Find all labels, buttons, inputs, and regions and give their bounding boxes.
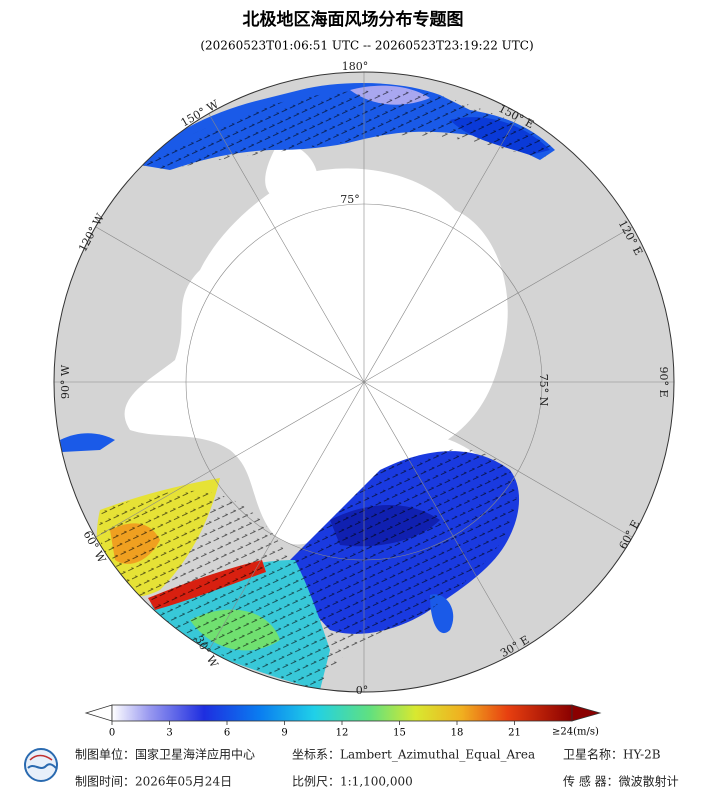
- lon-label: 180°: [342, 60, 369, 73]
- footer-satellite: 卫星名称：HY-2B: [563, 747, 661, 762]
- wind-vectors: [140, 90, 555, 170]
- subtitle: (20260523T01:06:51 UTC -- 20260523T23:19…: [200, 39, 533, 53]
- logo: [24, 748, 58, 782]
- sea-ice: [265, 140, 318, 201]
- footer-scale: 比例尺：1:1,100,000: [292, 775, 413, 789]
- lon-label: 90° W: [59, 364, 72, 399]
- colorbar-max-label: ≥24(m/s): [552, 727, 599, 738]
- lat-label: 75° N: [537, 374, 550, 407]
- colorbar-ramp: [111, 704, 573, 722]
- colorbar-tick-label: 21: [508, 728, 521, 739]
- colorbar-tick-label: 12: [336, 728, 349, 739]
- footer-sensor: 传 感 器：微波散射计: [563, 774, 679, 789]
- graticule: [54, 72, 674, 692]
- lon-label: 90° E: [657, 366, 670, 397]
- map-body: [54, 72, 674, 692]
- footer-projection: 坐标系：Lambert_Azimuthal_Equal_Area: [292, 748, 535, 762]
- colorbar-max-arrow: [571, 704, 602, 722]
- colorbar-min-arrow: [84, 704, 113, 722]
- title: 北极地区海面风场分布专题图: [243, 9, 464, 30]
- wind-area: [60, 433, 115, 452]
- colorbar-tick-label: 0: [109, 728, 115, 739]
- colorbar: ≥24(m/s) 0 3 6 9 12 15 18 21: [84, 704, 602, 739]
- colorbar-tick-label: 9: [281, 728, 287, 739]
- wind-vectors: [99, 449, 517, 690]
- colorbar-tick-label: 3: [166, 728, 172, 739]
- footer-producer: 制图单位：国家卫星海洋应用中心: [75, 747, 255, 762]
- footer-date: 制图时间：2026年05月24日: [75, 775, 232, 789]
- lat-label: 75°: [340, 193, 360, 206]
- lon-label: 0°: [356, 684, 369, 697]
- colorbar-tick-label: 18: [451, 728, 464, 739]
- map-border: [53, 71, 675, 693]
- colorbar-tick-label: 6: [224, 728, 230, 739]
- colorbar-tick-label: 15: [393, 728, 406, 739]
